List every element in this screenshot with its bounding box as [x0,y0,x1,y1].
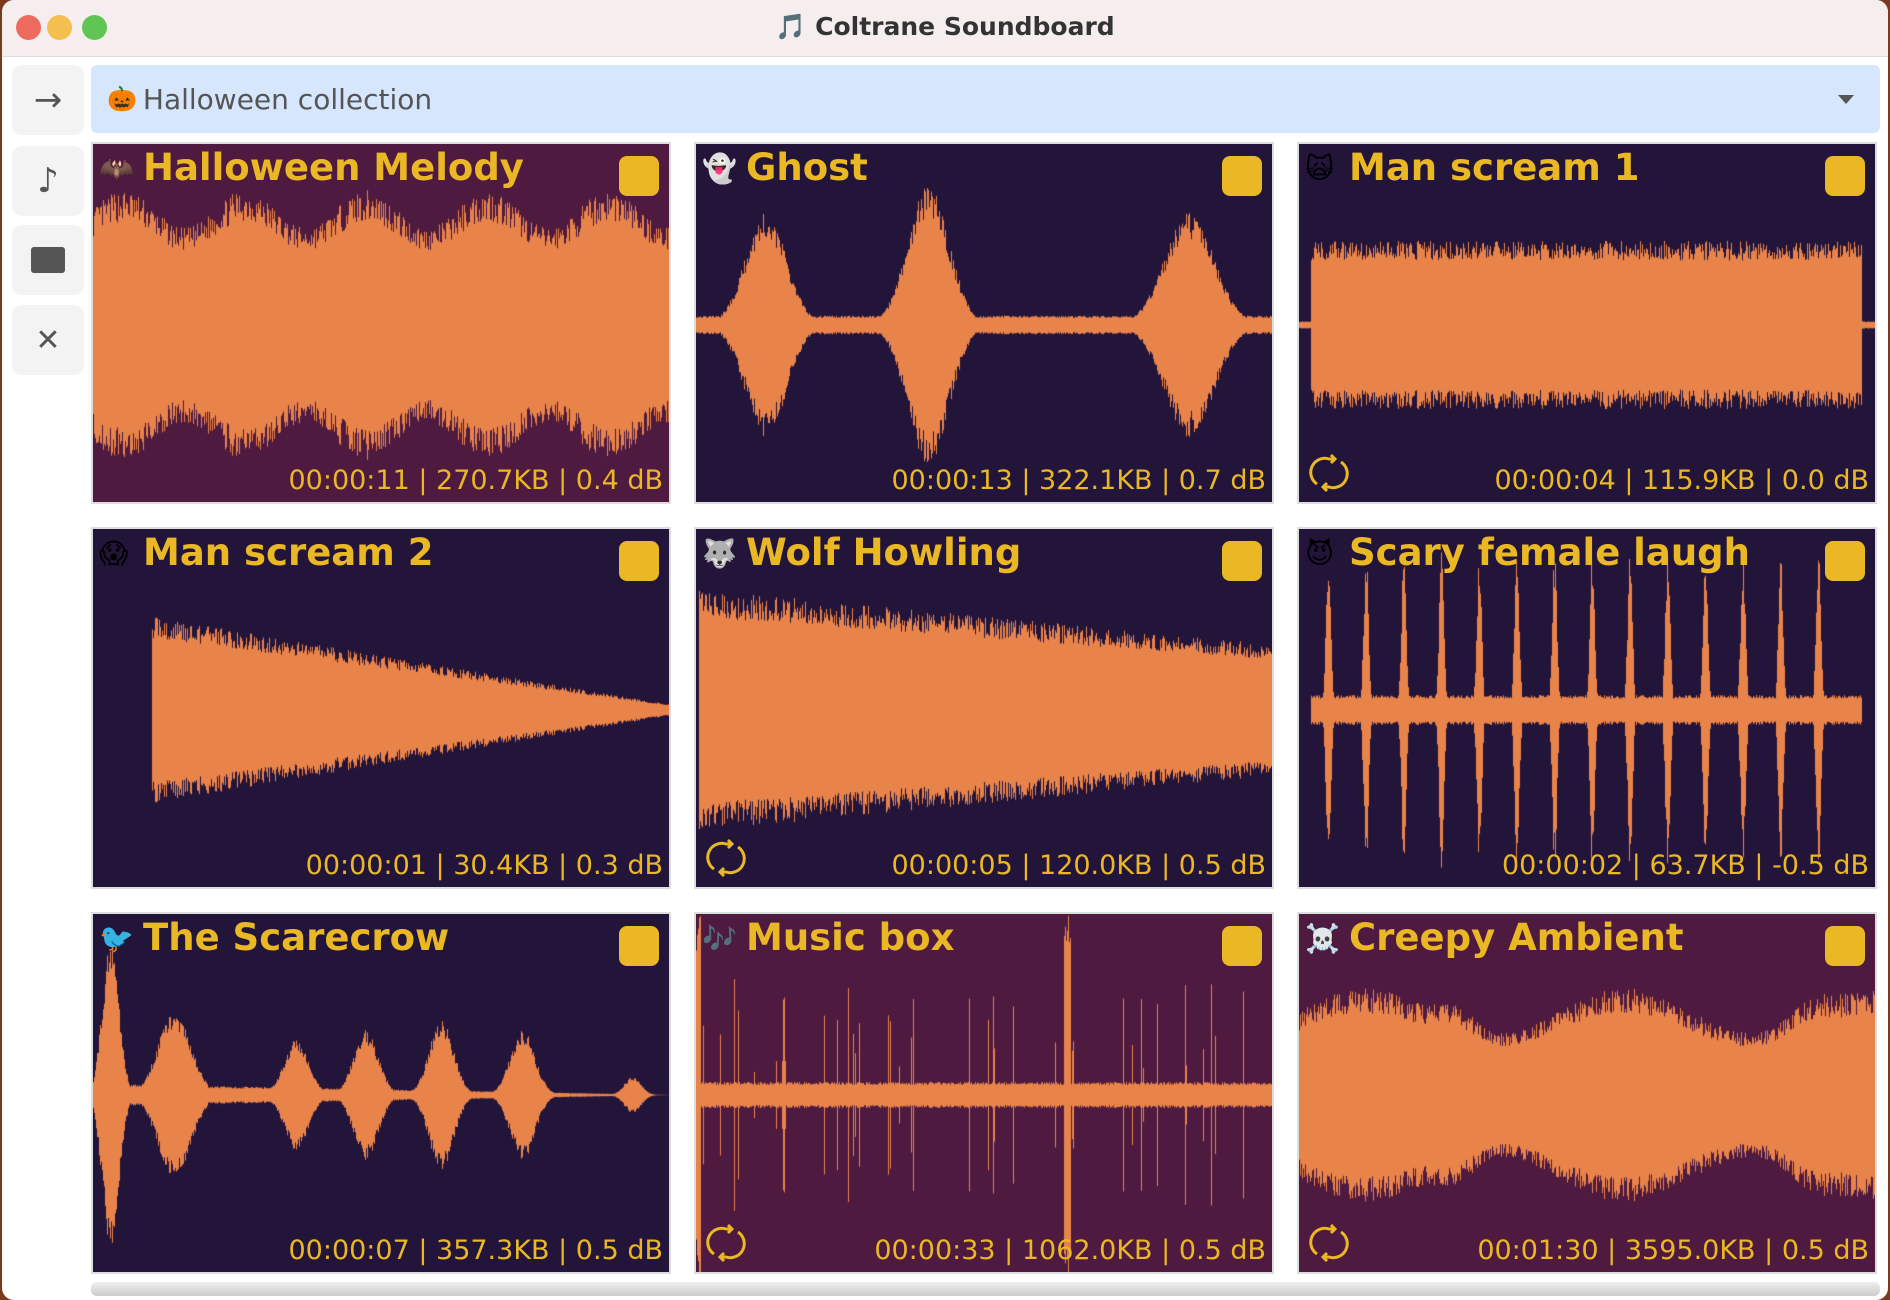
waveform[interactable] [1299,914,1875,1272]
sound-name: Creepy Ambient [1349,916,1684,959]
sound-name: Music box [746,916,955,959]
sound-name: Halloween Melody [143,146,524,189]
window-title: 🎵 Coltrane Soundboard [775,12,1115,41]
sound-color-button[interactable] [1825,541,1865,581]
collection-label: Halloween collection [142,82,433,116]
sound-card[interactable]: 🙀 Man scream 1 00:00:04 | 115.9KB | 0.0 dB [1297,142,1877,504]
pumpkin-icon: 🎃 [107,85,137,113]
music-note-icon: ♪ [37,161,59,201]
waveform[interactable] [696,529,1272,887]
sound-emoji-icon: 😈 [1305,537,1335,570]
sound-emoji-icon: 🐦 [99,922,134,955]
sound-color-button[interactable] [619,156,659,196]
waveform[interactable] [93,914,669,1272]
chevron-down-icon [1838,95,1854,104]
sound-color-button[interactable] [1222,926,1262,966]
sound-name: Wolf Howling [746,531,1022,574]
sound-emoji-icon: 🐺 [702,537,737,570]
sound-card[interactable]: 😱 Man scream 2 00:00:01 | 30.4KB | 0.3 dB [91,527,671,889]
waveform[interactable] [1299,144,1875,502]
waveform[interactable] [696,914,1272,1272]
waveform[interactable] [1299,529,1875,887]
sound-meta: 00:00:04 | 115.9KB | 0.0 dB [1494,465,1870,496]
arrow-right-icon: → [33,80,63,120]
sound-card[interactable]: 🦇 Halloween Melody 00:00:11 | 270.7KB | 0.… [91,142,671,504]
sound-meta: 00:00:33 | 1062.0KB | 0.5 dB [874,1235,1266,1266]
sound-meta: 00:00:11 | 270.7KB | 0.4 dB [288,465,664,496]
close-window-button[interactable] [16,15,41,40]
sound-emoji-icon: 🦇 [99,152,134,185]
zoom-window-button[interactable] [82,15,107,40]
sound-meta: 00:00:05 | 120.0KB | 0.5 dB [891,850,1267,881]
sound-name: Man scream 2 [143,531,434,574]
sounds-button[interactable]: ♪ [12,146,84,216]
sound-meta: 00:00:01 | 30.4KB | 0.3 dB [305,850,663,881]
sound-color-button[interactable] [1825,156,1865,196]
sound-card[interactable]: ☠️ Creepy Ambient 00:01:30 | 3595.0KB | 0.… [1297,912,1877,1274]
waveform[interactable] [696,144,1272,502]
waveform[interactable] [93,529,669,887]
waveform[interactable] [93,144,669,502]
sound-card[interactable]: 😈 Scary female laugh 00:00:02 | 63.7KB | -… [1297,527,1877,889]
sound-color-button[interactable] [1222,541,1262,581]
sound-card[interactable]: 🎶 Music box 00:00:33 | 1062.0KB | 0.5 dB [694,912,1274,1274]
sound-card[interactable]: 🐦 The Scarecrow 00:00:07 | 357.3KB | 0.5 d… [91,912,671,1274]
sound-name: The Scarecrow [143,916,450,959]
sound-card[interactable]: 👻 Ghost 00:00:13 | 322.1KB | 0.7 dB [694,142,1274,504]
sound-color-button[interactable] [1825,926,1865,966]
horizontal-scrollbar[interactable] [91,1282,1880,1296]
loop-icon[interactable] [1307,1224,1351,1262]
sound-color-button[interactable] [619,541,659,581]
sound-name: Man scream 1 [1349,146,1640,189]
sound-emoji-icon: 🙀 [1305,152,1335,185]
sound-emoji-icon: 🎶 [702,922,737,955]
collection-select[interactable]: 🎃 Halloween collection [91,65,1880,133]
close-collection-button[interactable]: ✕ [12,305,84,375]
sound-color-button[interactable] [619,926,659,966]
sound-emoji-icon: 😱 [99,537,129,570]
sound-color-button[interactable] [1222,156,1262,196]
sound-emoji-icon: ☠️ [1305,922,1340,955]
sound-card[interactable]: 🐺 Wolf Howling 00:00:05 | 120.0KB | 0.5 dB [694,527,1274,889]
sound-meta: 00:00:13 | 322.1KB | 0.7 dB [891,465,1267,496]
minimize-window-button[interactable] [47,15,72,40]
folder-icon [31,247,65,273]
close-icon: ✕ [35,322,61,358]
sound-emoji-icon: 👻 [702,152,737,185]
sound-meta: 00:00:02 | 63.7KB | -0.5 dB [1501,850,1869,881]
sound-name: Ghost [746,146,868,189]
title-bar: 🎵 Coltrane Soundboard [2,0,1888,57]
loop-icon[interactable] [1307,454,1351,492]
loop-icon[interactable] [704,839,748,877]
sound-name: Scary female laugh [1349,531,1750,574]
loop-icon[interactable] [704,1224,748,1262]
forward-button[interactable]: → [12,65,84,135]
sound-meta: 00:01:30 | 3595.0KB | 0.5 dB [1477,1235,1869,1266]
open-folder-button[interactable] [12,225,84,295]
sound-meta: 00:00:07 | 357.3KB | 0.5 dB [288,1235,664,1266]
